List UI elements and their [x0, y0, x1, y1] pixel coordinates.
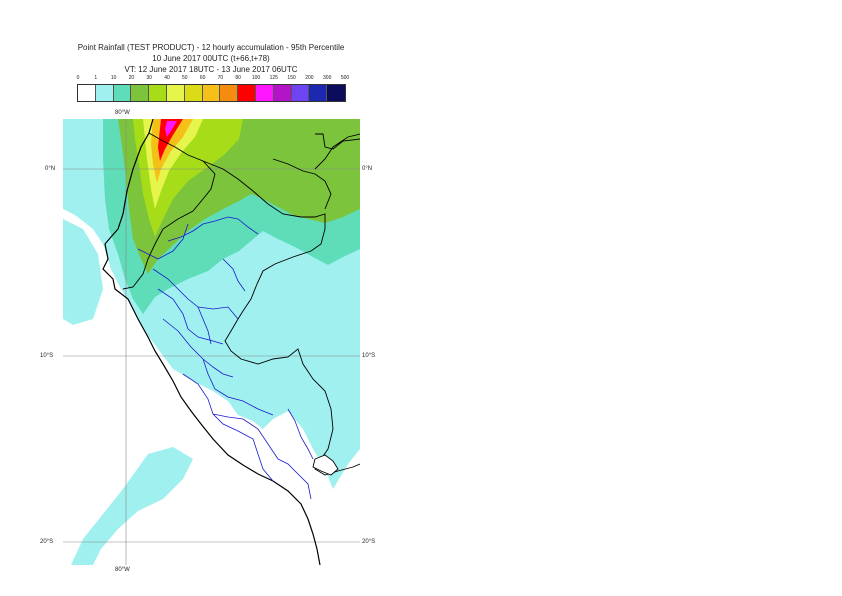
- legend-threshold-label: 1: [94, 75, 98, 81]
- legend-threshold-label: 70: [217, 75, 224, 81]
- legend-threshold-label: 10: [110, 75, 117, 81]
- color-legend: 0 1 10 20 30 40 50 60 70 80 100 125 150 200 300 500: [76, 75, 350, 103]
- country-outline: [122, 132, 360, 476]
- lat-label-10s-right: 10°S: [362, 353, 376, 359]
- legend-threshold-label: 20: [128, 75, 135, 81]
- legend-threshold-label: 30: [146, 75, 152, 81]
- legend-swatch: [166, 85, 185, 101]
- rain-field-100-125mm: [165, 121, 177, 137]
- lat-label-0-left: 0°N: [45, 166, 56, 172]
- lat-label-20s-right: 20°S: [362, 539, 376, 545]
- legend-threshold-label: 80: [235, 75, 241, 81]
- legend-swatch: [149, 85, 167, 101]
- legend-swatch: [291, 85, 310, 101]
- legend-threshold-label: 150: [287, 75, 296, 81]
- title-line-2: 10 June 2017 00UTC (t+66,t+78): [152, 54, 270, 63]
- legend-swatch: [202, 85, 221, 101]
- legend-swatch: [327, 85, 345, 101]
- legend-threshold-label: 200: [305, 75, 314, 81]
- title-line-1: Point Rainfall (TEST PRODUCT) - 12 hourl…: [77, 43, 345, 52]
- legend-threshold-label: 0: [76, 75, 80, 81]
- legend-swatch: [184, 85, 203, 101]
- legend-swatch: [131, 85, 150, 101]
- legend-threshold-label: 500: [340, 75, 350, 81]
- legend-swatch: [238, 85, 256, 101]
- lat-label-20s-left: 20°S: [40, 539, 54, 545]
- lake-titicaca: [312, 454, 339, 476]
- legend-boxes: [77, 84, 346, 102]
- legend-swatch: [113, 85, 132, 101]
- rain-field-offshore: [63, 219, 103, 325]
- lat-label-10s-left: 10°S: [40, 353, 54, 359]
- legend-swatch: [255, 85, 274, 101]
- legend-swatch: [220, 85, 239, 101]
- region-borders: [137, 216, 314, 500]
- rain-field-south-streak: [71, 447, 193, 565]
- lon-label-top: 80°W: [115, 110, 130, 116]
- lat-label-0-right: 0°N: [362, 166, 373, 172]
- pacific-coastline: [102, 119, 321, 565]
- legend-threshold-label: 100: [251, 75, 261, 81]
- legend-threshold-label: 60: [199, 75, 206, 81]
- legend-threshold-label: 125: [269, 75, 278, 81]
- title-line-3: VT: 12 June 2017 18UTC - 13 June 2017 06…: [124, 65, 298, 74]
- legend-swatch: [309, 85, 328, 101]
- legend-labels: 0 1 10 20 30 40 50 60 70 80 100 125 150 200 300 500: [76, 75, 350, 84]
- legend-swatch: [273, 85, 292, 101]
- rain-field-80-100mm: [158, 119, 183, 161]
- legend-swatch: [78, 85, 96, 101]
- legend-threshold-label: 50: [182, 75, 188, 81]
- map-frame: [63, 119, 360, 565]
- rainfall-map: [63, 119, 360, 565]
- legend-threshold-label: 300: [323, 75, 332, 81]
- legend-threshold-label: 40: [164, 75, 170, 81]
- chart-title-block: Point Rainfall (TEST PRODUCT) - 12 hourl…: [0, 42, 422, 75]
- lon-label-bottom: 80°W: [115, 567, 130, 573]
- legend-swatch: [95, 85, 114, 101]
